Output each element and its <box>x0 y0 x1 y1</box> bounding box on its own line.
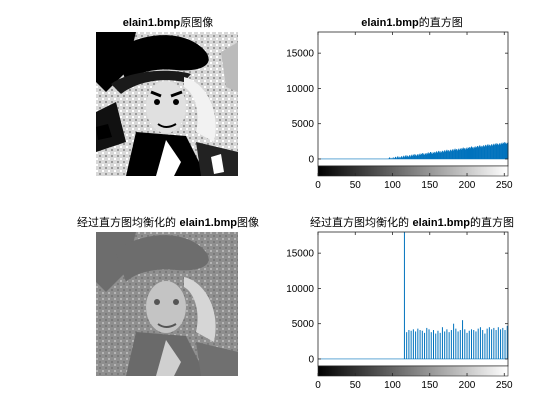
y-tick-label: 5000 <box>292 319 315 330</box>
x-tick-label: 100 <box>384 380 401 391</box>
original-hist-title: elain1.bmp的直方图 <box>361 16 463 29</box>
original-histogram: 0 5000 10000 15000 0 50 100 150 200 250 <box>286 31 513 191</box>
x-tick-label: 150 <box>421 180 438 191</box>
grayscale-colorbar <box>317 365 509 377</box>
y-tick-label: 5000 <box>292 119 315 130</box>
x-tick-label: 50 <box>350 380 362 391</box>
grayscale-colorbar <box>317 165 509 177</box>
x-tick-label: 0 <box>315 180 321 191</box>
y-tick-label: 10000 <box>286 84 314 95</box>
y-tick-label: 0 <box>308 154 314 165</box>
equalized-image <box>96 232 238 376</box>
x-tick-label: 200 <box>459 180 476 191</box>
y-tick-label: 15000 <box>286 249 314 260</box>
equalized-hist-title: 经过直方图均衡化的 elain1.bmp的直方图 <box>310 216 514 229</box>
y-tick-label: 10000 <box>286 284 314 295</box>
original-image-title: elain1.bmp原图像 <box>122 16 214 29</box>
original-image <box>96 32 238 176</box>
equalized-image-title: 经过直方图均衡化的 elain1.bmp图像 <box>77 216 259 229</box>
x-tick-label: 250 <box>496 380 513 391</box>
x-tick-label: 200 <box>459 380 476 391</box>
x-tick-label: 250 <box>496 180 513 191</box>
x-tick-label: 150 <box>421 380 438 391</box>
x-tick-label: 50 <box>350 180 362 191</box>
x-tick-label: 100 <box>384 180 401 191</box>
x-tick-label: 0 <box>315 380 321 391</box>
y-tick-label: 15000 <box>286 49 314 60</box>
y-tick-label: 0 <box>308 354 314 365</box>
equalized-histogram: 0 5000 10000 15000 0 50 100 150 200 250 <box>286 231 513 391</box>
